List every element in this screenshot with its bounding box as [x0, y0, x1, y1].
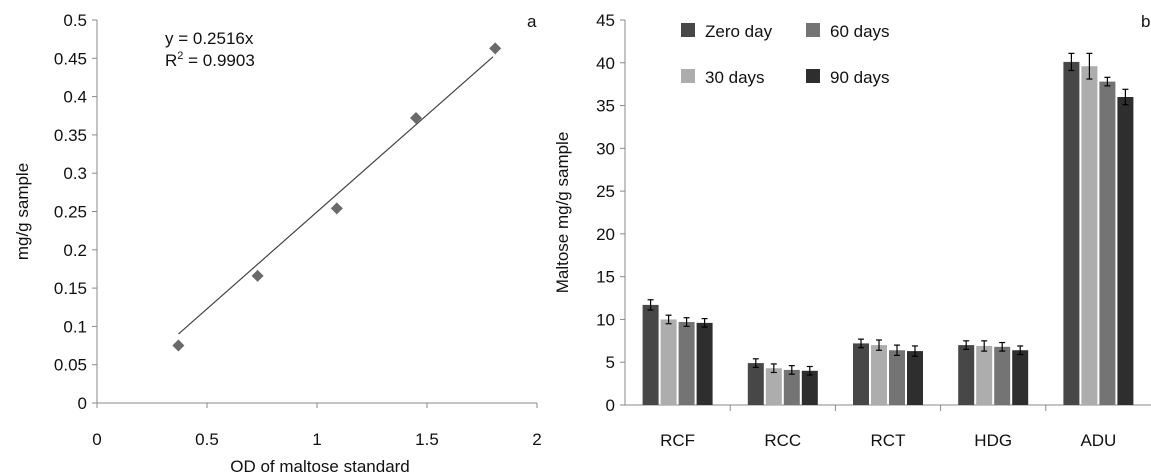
- y-tick-label: 0.15: [54, 279, 87, 298]
- bar: [1081, 66, 1098, 405]
- y-tick-label: 40: [596, 54, 615, 73]
- x-axis-title: OD of maltose standard: [230, 457, 410, 475]
- r-squared-annotation: R2 = 0.9903: [165, 50, 255, 70]
- x-tick-label: 0: [92, 430, 101, 449]
- category-label: HDG: [974, 431, 1012, 450]
- bar: [765, 368, 782, 405]
- y-tick-label: 0.5: [63, 11, 87, 30]
- y-tick-label: 0: [78, 394, 87, 413]
- y-tick-label: 0.1: [63, 317, 87, 336]
- y-tick-label: 20: [596, 225, 615, 244]
- x-tick-label: 1.5: [415, 430, 439, 449]
- y-tick-label: 25: [596, 182, 615, 201]
- bar: [907, 351, 923, 405]
- y-tick-label: 0.2: [63, 241, 87, 260]
- bar: [1099, 81, 1116, 405]
- x-tick-label: 2: [532, 430, 541, 449]
- legend-label: Zero day: [705, 22, 773, 41]
- bar: [1117, 97, 1134, 405]
- scatter-chart-a: 0 0.05 0.1 0.15 0.2 0.25 0.3 0.35 0.4 0.45 0.5 0 0.5…: [13, 11, 542, 475]
- bar: [783, 369, 800, 405]
- x-tick-label: 1: [312, 430, 321, 449]
- legend-swatch: [681, 23, 695, 37]
- bar: [747, 363, 764, 405]
- bar: [801, 370, 818, 405]
- bar: [853, 343, 869, 405]
- data-point-diamond: [172, 339, 185, 352]
- y-tick-label: 35: [596, 97, 615, 116]
- legend-label: 90 days: [830, 68, 890, 87]
- category-label: RCF: [660, 431, 695, 450]
- bar: [696, 322, 713, 405]
- data-point-diamond: [410, 112, 422, 125]
- y-tick-label: 0.3: [63, 164, 87, 183]
- data-point-diamond: [330, 202, 343, 215]
- legend-swatch: [806, 69, 820, 83]
- category-label: RCC: [764, 431, 801, 450]
- bar: [994, 346, 1011, 405]
- bar: [660, 319, 677, 405]
- y-tick-label: 0.05: [54, 356, 87, 375]
- y-tick-label: 5: [606, 353, 615, 372]
- y-tick-label: 0.35: [54, 126, 87, 145]
- panel-label-b: b: [1141, 12, 1150, 31]
- y-axis-title: mg/g sample: [13, 163, 32, 260]
- bar: [976, 345, 993, 405]
- y-tick-label: 30: [596, 139, 615, 158]
- y-tick-label: 0: [606, 396, 615, 415]
- panel-label-a: a: [527, 12, 537, 31]
- y-tick-label: 0.4: [63, 88, 87, 107]
- bar-chart-b: 0 5 10 15 20 25 30 35 40 45 RCF RCC RCT HDG ADU Zero da…: [553, 11, 1151, 450]
- y-axis-title: Maltose mg/g sample: [553, 132, 572, 294]
- y-tick-label: 0.25: [54, 203, 87, 222]
- data-point-diamond: [489, 42, 502, 55]
- y-tick-label: 10: [596, 310, 615, 329]
- y-tick-label: 45: [596, 11, 615, 30]
- legend-swatch: [806, 23, 820, 37]
- equation-annotation: y = 0.2516x: [165, 29, 254, 48]
- category-label: RCT: [871, 431, 906, 450]
- bar: [1012, 350, 1029, 405]
- legend-label: 30 days: [705, 68, 765, 87]
- bar: [889, 350, 905, 405]
- bar: [642, 304, 659, 405]
- category-label: ADU: [1080, 431, 1116, 450]
- legend-swatch: [681, 69, 695, 83]
- bar: [678, 322, 695, 405]
- bar: [1063, 61, 1080, 406]
- bar: [871, 345, 887, 405]
- bar: [958, 345, 975, 405]
- legend-label: 60 days: [830, 22, 890, 41]
- trendline: [178, 56, 494, 335]
- y-tick-label: 15: [596, 268, 615, 287]
- y-tick-label: 0.45: [54, 49, 87, 68]
- data-point-diamond: [251, 269, 264, 282]
- x-tick-label: 0.5: [195, 430, 219, 449]
